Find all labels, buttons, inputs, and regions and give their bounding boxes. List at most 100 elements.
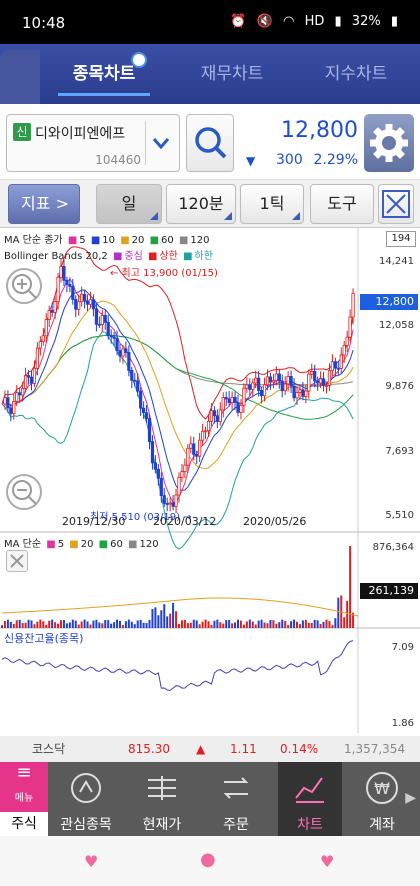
tools-button[interactable]: 도구 xyxy=(310,184,374,224)
candle-body xyxy=(136,380,140,392)
stock-dropdown-button[interactable] xyxy=(145,121,175,165)
nav-chart[interactable]: 차트 xyxy=(278,762,342,836)
candle-body xyxy=(298,389,302,393)
volume-bar xyxy=(242,624,245,628)
candle-body xyxy=(94,308,98,325)
home-paw-icon[interactable]: ● xyxy=(200,849,216,870)
nav-watchlist[interactable]: 관심종목 xyxy=(58,762,114,836)
volume-bar xyxy=(163,604,166,628)
candle-body xyxy=(159,477,163,497)
market-index-bar[interactable]: 코스닥 815.30 ▲ 1.11 0.14% 1,357,354 xyxy=(0,736,420,762)
volume-bar xyxy=(304,619,307,628)
volume-bar xyxy=(278,622,281,628)
candle-body xyxy=(215,415,219,422)
period-minute-button[interactable]: 120분 xyxy=(166,184,236,224)
settings-button[interactable] xyxy=(364,114,414,172)
zoom-in-button[interactable] xyxy=(6,268,42,304)
volume-bar xyxy=(83,619,86,628)
price-list-icon xyxy=(148,776,176,800)
vol-ma20-label: 20 xyxy=(80,539,94,550)
candle-body xyxy=(21,388,25,396)
recent-heart-icon[interactable]: ♥ xyxy=(320,852,335,871)
volume-bar xyxy=(260,619,263,628)
candle-body xyxy=(44,319,48,337)
stock-selector[interactable]: 신 디와이피엔에프 104460 xyxy=(6,114,180,172)
search-button[interactable] xyxy=(186,114,234,172)
nav-account[interactable]: ₩ 계좌 xyxy=(354,762,410,836)
candle-body xyxy=(103,315,107,323)
star-circle-icon xyxy=(71,773,101,803)
ma20-label: 20 xyxy=(131,235,145,246)
nav-more-icon[interactable]: ▶ xyxy=(405,790,416,806)
zoom-out-icon xyxy=(12,480,37,505)
candle-body xyxy=(144,412,149,419)
period-day-button[interactable]: 일 xyxy=(96,184,162,224)
vol-ma60-label: 60 xyxy=(110,539,123,550)
index-name: 코스닥 xyxy=(32,742,66,756)
volume-bar xyxy=(24,622,27,628)
candle-body xyxy=(345,336,349,346)
volume-bar xyxy=(107,620,110,628)
volume-bar xyxy=(319,623,322,628)
volume-bar xyxy=(263,622,266,628)
candle-body xyxy=(97,323,101,326)
volume-bar xyxy=(254,624,257,628)
status-icons: ⏰ 🔇 ◠ HD ▮ 32% ▮ xyxy=(224,14,398,29)
candle-body xyxy=(316,380,320,384)
candle-body xyxy=(38,341,42,349)
stock-header: 신 디와이피엔에프 104460 12,800 ▼ 300 2.29% xyxy=(0,104,420,180)
candle-body xyxy=(292,385,296,399)
ma-legend: MA 단순 종가 ■ 5 ■ 10 ■ 20 ■ 60 ■ 120 xyxy=(4,235,210,246)
chart-area[interactable]: MA 단순 종가 ■ 5 ■ 10 ■ 20 ■ 60 ■ 120 Bollinger B… xyxy=(0,228,420,733)
volume-bar xyxy=(331,625,334,628)
status-bar: 10:48 ⏰ 🔇 ◠ HD ▮ 32% ▮ xyxy=(0,0,420,44)
candle-body xyxy=(112,336,116,339)
volume-bar xyxy=(3,621,6,628)
candle-body xyxy=(236,402,240,413)
up-arrow-icon: ▲ xyxy=(196,742,206,756)
period-tick-button[interactable]: 1틱 xyxy=(240,184,304,224)
volume-bar xyxy=(62,620,65,628)
tab-stock-chart[interactable]: 종목차트 xyxy=(48,44,160,104)
menu-button[interactable]: ≡ 메뉴 xyxy=(0,762,48,812)
candle-body xyxy=(153,462,157,470)
candle-body xyxy=(6,397,10,409)
volume-bar xyxy=(71,619,74,628)
nav-quote[interactable]: 현재가 xyxy=(134,762,190,836)
fullscreen-button[interactable] xyxy=(378,184,414,224)
volume-bar xyxy=(198,624,201,628)
alarm-icon: ⏰ xyxy=(230,14,247,29)
volume-bar xyxy=(42,621,45,628)
y-label-2: 12,058 xyxy=(379,320,414,331)
gear-icon xyxy=(370,124,408,162)
indicator-button[interactable]: 지표 > xyxy=(8,184,80,224)
candle-body xyxy=(80,293,84,303)
candle-body xyxy=(162,495,166,504)
candle-body xyxy=(180,471,184,478)
candle-body xyxy=(351,293,355,318)
candle-body xyxy=(74,298,78,310)
nav-order[interactable]: 주문 xyxy=(208,762,264,836)
candle-body xyxy=(280,380,284,392)
close-panel-button[interactable] xyxy=(6,550,28,572)
candle-count-box[interactable]: 194 xyxy=(386,231,416,247)
price-chart-canvas[interactable] xyxy=(0,228,420,733)
tab-index-chart[interactable]: 지수차트 xyxy=(324,64,388,84)
nav-quote-label: 현재가 xyxy=(142,817,182,833)
volume-bar xyxy=(337,597,340,628)
tab-financial-chart[interactable]: 재무차트 xyxy=(200,64,264,84)
side-tab[interactable] xyxy=(0,50,40,104)
price-change-pct: 2.29% xyxy=(313,152,358,168)
back-heart-icon[interactable]: ♥ xyxy=(84,852,99,871)
candle-body xyxy=(133,379,137,382)
candle-body xyxy=(301,389,305,397)
volume-bar xyxy=(178,623,180,628)
y-label-low: 5,510 xyxy=(385,510,414,521)
volume-bar xyxy=(307,622,310,628)
stock-category-button[interactable]: 주식 xyxy=(0,812,48,836)
volume-bar xyxy=(45,624,48,628)
period-minute-label: 120분 xyxy=(178,194,224,213)
volume-bar xyxy=(104,619,107,628)
candle-body xyxy=(330,361,335,372)
zoom-out-button[interactable] xyxy=(6,474,42,510)
